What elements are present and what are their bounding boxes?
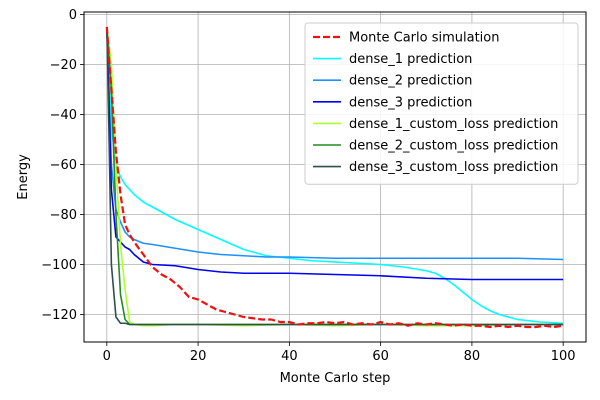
legend-label: dense_2_custom_loss prediction	[349, 139, 558, 154]
y-tick-label: −80	[50, 208, 77, 223]
plot-lines	[105, 26, 564, 329]
legend-label: dense_3_custom_loss prediction	[349, 160, 558, 175]
legend-box	[304, 22, 579, 185]
x-axis-label: Monte Carlo step	[280, 371, 391, 386]
legend-label: dense_1 prediction	[349, 52, 472, 67]
x-tick-label: 0	[103, 349, 111, 364]
x-tick-label: 40	[281, 349, 298, 364]
y-axis-label: Energy	[16, 154, 31, 200]
y-tick-label: 0	[69, 8, 77, 23]
y-tick-label: −60	[50, 158, 77, 173]
legend-label: dense_3 prediction	[349, 95, 472, 110]
y-tick-label: −20	[50, 58, 77, 73]
series-line-2	[106, 26, 564, 261]
x-tick-label: 100	[551, 349, 576, 364]
plot-frame	[83, 11, 587, 343]
x-tick-label: 20	[190, 349, 207, 364]
ticks: 0 20 40 60 80 100 0 −20 −40 −60 −80 −100 −120	[41, 8, 575, 364]
series-line-1	[106, 26, 564, 325]
legend-label: Monte Carlo simulation	[349, 31, 500, 46]
legend-label: dense_1_custom_loss prediction	[349, 117, 558, 132]
legend-label: dense_2 prediction	[349, 74, 472, 89]
legend: Monte Carlo simulation dense_1 prediction…	[304, 22, 579, 185]
x-tick-label: 80	[464, 349, 481, 364]
y-tick-label: −120	[41, 308, 77, 323]
x-tick-label: 60	[372, 349, 389, 364]
series-line-3	[106, 26, 564, 281]
y-tick-label: −100	[41, 258, 77, 273]
y-tick-label: −40	[50, 108, 77, 123]
series-line-0	[105, 26, 564, 329]
